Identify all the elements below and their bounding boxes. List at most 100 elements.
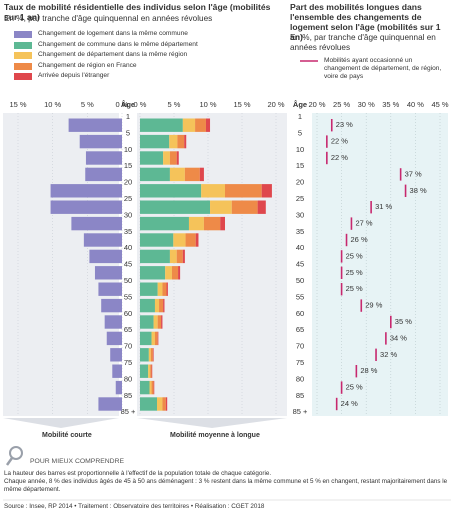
bar [169, 134, 178, 149]
bar [68, 118, 122, 132]
age-label: 40 [124, 243, 132, 252]
age-label: 50 [296, 276, 304, 285]
age-label: 85 + [293, 407, 308, 416]
bar [231, 200, 258, 214]
magnifier-icon [5, 457, 14, 466]
bar [188, 216, 204, 231]
bar [50, 200, 122, 214]
legend-swatch [14, 41, 32, 49]
bar [162, 397, 166, 411]
age-label: 70 [296, 342, 304, 351]
bar [115, 380, 122, 395]
bar [140, 266, 166, 280]
bar [163, 151, 170, 165]
legend-swatch [14, 52, 32, 59]
age-label: 20 [296, 178, 304, 187]
age-label: 55 [296, 292, 304, 301]
x-tick-label: 5 % [81, 100, 94, 109]
bar [83, 233, 122, 247]
value-label: 37 % [405, 169, 422, 178]
bar [140, 282, 158, 296]
bar [225, 184, 262, 198]
bar [140, 151, 164, 165]
x-tick-label: 10 % [199, 100, 216, 109]
x-tick-label: 15 % [9, 100, 26, 109]
value-label: 25 % [346, 268, 363, 277]
bar [169, 249, 177, 264]
wedge [137, 418, 287, 428]
x-tick-label: 35 % [382, 100, 399, 109]
bar [94, 266, 122, 280]
age-label: 45 [124, 260, 132, 269]
bar [205, 118, 211, 132]
age-label: 15 [124, 161, 132, 170]
value-label: 28 % [360, 366, 377, 375]
x-tick-label: 30 % [358, 100, 375, 109]
age-label: 70 [124, 342, 132, 351]
bar [161, 315, 163, 329]
age-label: 5 [126, 128, 130, 137]
bar [154, 298, 160, 313]
bar [177, 134, 185, 149]
legend-label: Arrivée depuis l'étranger [38, 72, 110, 79]
bar [140, 216, 189, 231]
bar [140, 315, 154, 329]
bar [140, 380, 150, 395]
bar [140, 184, 202, 198]
value-label: 25 % [346, 251, 363, 260]
bar [173, 233, 186, 247]
value-label: 27 % [355, 219, 372, 228]
bar [149, 380, 152, 395]
bar [157, 397, 163, 411]
legend-label: Mobilités ayant occasionné un changement… [324, 57, 442, 80]
caption: Mobilité courte [42, 432, 92, 439]
bar [140, 233, 174, 247]
bar [140, 348, 149, 362]
bar [140, 118, 183, 132]
x-tick-label: 0 % [116, 100, 129, 109]
bar [195, 118, 206, 132]
age-label: 85 [124, 391, 132, 400]
age-label: 80 [296, 374, 304, 383]
wedge [3, 418, 119, 428]
age-label: 40 [296, 243, 304, 252]
x-tick-label: 20 % [267, 100, 284, 109]
legend-swatch [14, 73, 32, 80]
x-tick-label: 5 % [168, 100, 181, 109]
age-label: 75 [296, 358, 304, 367]
x-tick-label: 20 % [308, 100, 325, 109]
magnifier-icon [9, 446, 23, 460]
age-label: 50 [124, 276, 132, 285]
legend-label: Changement de région en France [38, 61, 137, 69]
bar [176, 249, 183, 264]
age-label: 30 [296, 210, 304, 219]
chart-subtitle: En %, par tranche d'âge quinquennal en a… [290, 33, 436, 52]
note: La hauteur des barres est proportionnell… [4, 470, 272, 477]
age-label: 15 [296, 161, 304, 170]
bar [150, 348, 153, 362]
bar [157, 315, 162, 329]
bar [185, 233, 196, 247]
bar [140, 167, 170, 182]
bar [154, 331, 158, 346]
bar [184, 167, 200, 182]
age-label: 10 [124, 145, 132, 154]
age-label: 55 [124, 292, 132, 301]
bar [140, 397, 157, 411]
value-label: 25 % [346, 383, 363, 392]
bar [176, 151, 179, 165]
bar [195, 233, 199, 247]
legend-swatch [14, 62, 32, 70]
age-label: 75 [124, 358, 132, 367]
bar [151, 380, 154, 395]
age-label: 35 [296, 227, 304, 236]
bar [110, 348, 122, 362]
bar [50, 184, 122, 198]
age-label: 25 [296, 194, 304, 203]
bar [148, 364, 151, 378]
age-label: 65 [124, 325, 132, 334]
bar [166, 282, 168, 296]
bar [140, 364, 149, 378]
bar [152, 348, 154, 362]
